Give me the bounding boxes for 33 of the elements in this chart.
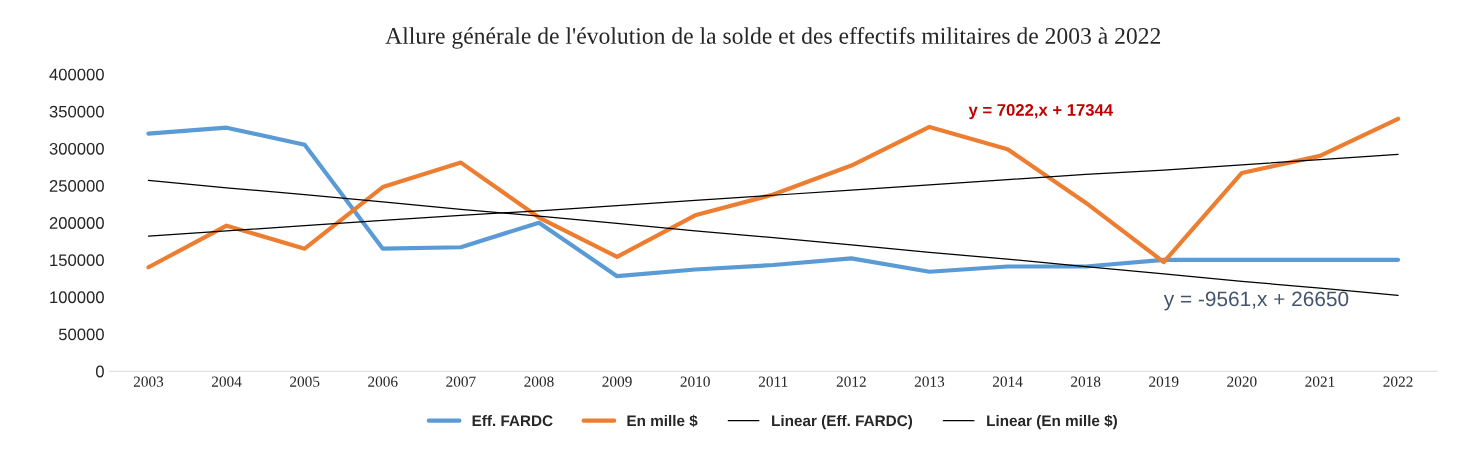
annotation: y = -9561,x + 26650 [1163,291,1349,311]
x-tick-label: 2007 [446,376,476,387]
legend-label: En mille $ [627,414,698,428]
legend-label: Linear (Eff. FARDC) [772,414,913,430]
y-tick-label: 400000 [49,68,104,81]
x-tick-label: 2004 [211,376,242,387]
chart-title: Allure générale de l'évolution de la solde et des effectifs militaires de 2003 à 2022 [385,27,1161,49]
annotation: y = 7022,x + 17344 [968,104,1114,120]
x-tick-label: 2010 [680,376,710,387]
x-tick-label: 2019 [1149,376,1179,387]
x-tick-label: 2018 [1071,376,1101,387]
y-tick-label: 350000 [49,105,104,118]
x-tick-label: 2013 [914,376,945,387]
x-tick-label: 2022 [1383,376,1413,387]
x-tick-label: 2014 [992,376,1023,387]
x-tick-label: 2011 [758,376,788,387]
x-tick-label: 2006 [368,376,398,387]
x-tick-label: 2012 [836,376,866,387]
x-tick-label: 2003 [133,376,164,387]
x-tick-label: 2021 [1305,376,1335,387]
y-tick-label: 300000 [49,142,104,155]
y-tick-label: 50000 [58,328,104,341]
x-tick-label: 2008 [524,376,554,387]
legend-label: Eff. FARDC [472,414,553,427]
legend-label: Linear (En mille $) [987,414,1117,430]
y-tick-label: 200000 [49,217,104,229]
x-tick-label: 2005 [290,376,320,387]
y-tick-label: 150000 [50,254,104,267]
x-tick-label: 2020 [1227,376,1257,387]
y-tick-label: 100000 [50,291,104,304]
x-tick-label: 2009 [602,376,632,387]
y-tick-label: 0 [95,365,104,378]
y-tick-label: 250000 [49,180,104,192]
